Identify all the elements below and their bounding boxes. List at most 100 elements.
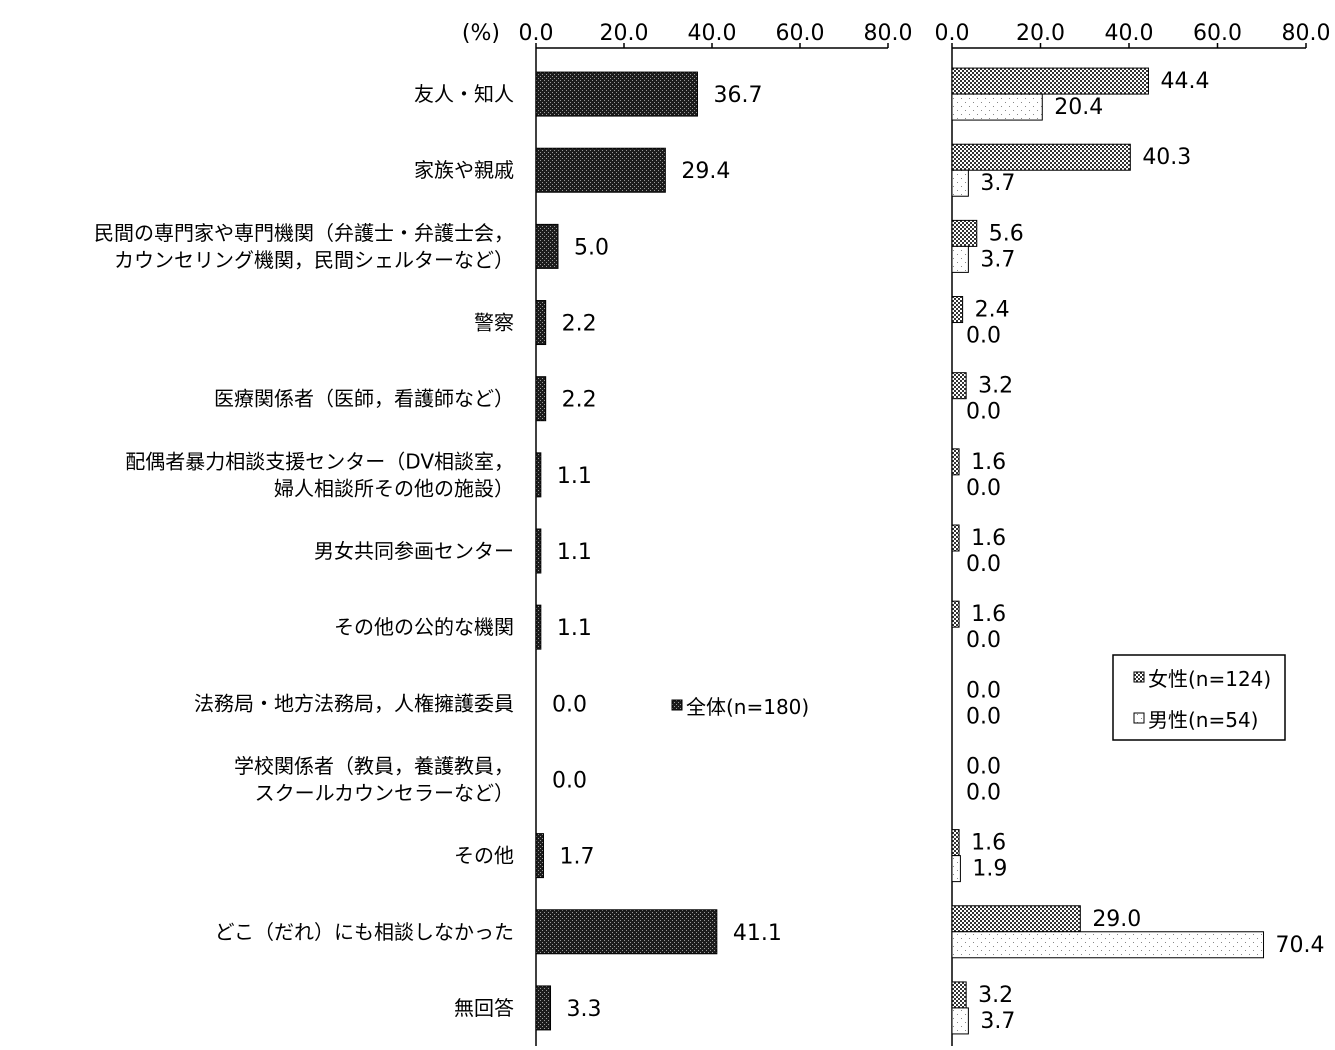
bar-female-value-label: 3.2 — [978, 374, 1013, 399]
left-bars: 36.7 29.4 5.0 2.2 2.2 1.1 1.1 1.1 0.0 0.0 1.7 41.1 3… — [535, 71, 782, 1031]
bar-total — [535, 833, 544, 879]
bar-male — [951, 855, 961, 883]
bar-female-value-label: 5.6 — [989, 221, 1024, 246]
bar-total-value-label: 36.7 — [713, 83, 762, 108]
bar-female — [951, 372, 967, 400]
bar-total-value-label: 5.0 — [574, 235, 609, 260]
legend-total-label: 全体(n=180) — [686, 695, 809, 719]
bar-female-value-label: 40.3 — [1142, 145, 1191, 170]
category-label: 警察 — [474, 311, 514, 335]
bar-total-value-label: 3.3 — [567, 997, 602, 1022]
category-label: 男女共同参画センター — [314, 539, 514, 563]
category-label: 医療関係者（医師，看護師など） — [214, 387, 514, 411]
left-tick-label: 20.0 — [600, 21, 649, 46]
bar-total-value-label: 1.1 — [557, 540, 592, 565]
bar-male-value-label: 0.0 — [966, 780, 1001, 805]
category-label: どこ（だれ）にも相談しなかった — [215, 920, 514, 944]
bar-total-value-label: 1.7 — [559, 845, 594, 870]
right-tick-label: 0.0 — [935, 21, 970, 46]
bar-female-value-label: 44.4 — [1160, 69, 1209, 94]
left-tick-label: 40.0 — [688, 21, 737, 46]
right-tick-label: 20.0 — [1016, 21, 1065, 46]
bar-total-value-label: 0.0 — [552, 692, 587, 717]
bar-male-value-label: 0.0 — [966, 552, 1001, 577]
category-label: その他の公的な機関 — [334, 615, 514, 639]
bar-male — [951, 931, 1265, 959]
bar-male — [951, 93, 1043, 121]
right-tick-label: 80.0 — [1282, 21, 1331, 46]
legend-female-swatch — [1133, 671, 1145, 683]
bar-total — [535, 452, 542, 498]
bar-female-value-label: 1.6 — [971, 450, 1006, 475]
bar-female — [951, 67, 1149, 95]
bar-total — [535, 376, 547, 422]
bar-female-value-label: 1.6 — [971, 602, 1006, 627]
bar-total-value-label: 0.0 — [552, 768, 587, 793]
legend-frame — [1112, 654, 1286, 741]
bar-male-value-label: 70.4 — [1276, 933, 1325, 958]
bar-female — [951, 829, 960, 857]
bar-female-value-label: 0.0 — [966, 678, 1001, 703]
bar-male-value-label: 20.4 — [1054, 95, 1103, 120]
bar-total-value-label: 29.4 — [681, 159, 730, 184]
right-axis: 0.0 20.0 40.0 60.0 80.0 — [935, 21, 1331, 1046]
category-label: 民間の専門家や専門機関（弁護士・弁護士会，カウンセリング機関，民間シェルターなど… — [94, 221, 514, 272]
bar-total — [535, 147, 666, 193]
category-label: その他 — [454, 844, 514, 868]
legend-total-swatch — [671, 699, 683, 711]
bar-male-value-label: 3.7 — [980, 247, 1015, 272]
bar-female-value-label: 2.4 — [975, 298, 1010, 323]
bar-female-value-label: 0.0 — [966, 754, 1001, 779]
category-label: 配偶者暴力相談支援センター（DV相談室，婦人相談所その他の施設） — [125, 449, 514, 500]
bar-female — [951, 905, 1081, 933]
bar-female-value-label: 29.0 — [1092, 907, 1141, 932]
left-axis: 0.0 20.0 40.0 60.0 80.0 — [519, 21, 912, 1046]
bar-total-value-label: 1.1 — [557, 616, 592, 641]
category-label: 学校関係者（教員，養護教員，スクールカウンセラーなど） — [234, 754, 514, 805]
bar-total — [535, 528, 542, 574]
bar-male — [951, 1007, 969, 1035]
bar-female-value-label: 3.2 — [978, 983, 1013, 1008]
bar-male-value-label: 1.9 — [972, 857, 1007, 882]
bar-total — [535, 909, 718, 955]
bar-female-value-label: 1.6 — [971, 526, 1006, 551]
bar-male-value-label: 0.0 — [966, 628, 1001, 653]
category-label: 無回答 — [454, 996, 514, 1020]
bar-male-value-label: 0.0 — [966, 324, 1001, 349]
bar-total-value-label: 2.2 — [562, 388, 597, 413]
bar-female-value-label: 1.6 — [971, 831, 1006, 856]
bar-female — [951, 524, 960, 552]
bar-total — [535, 300, 547, 346]
legend-male-swatch — [1133, 712, 1145, 724]
unit-label: (%) — [462, 21, 500, 46]
legend-male-label: 男性(n=54) — [1148, 708, 1259, 732]
bar-female — [951, 448, 960, 476]
left-tick-label: 0.0 — [519, 21, 554, 46]
bar-male-value-label: 0.0 — [966, 476, 1001, 501]
category-labels: 友人・知人家族や親戚民間の専門家や専門機関（弁護士・弁護士会，カウンセリング機関… — [94, 82, 514, 1020]
bar-total-value-label: 1.1 — [557, 464, 592, 489]
right-tick-label: 40.0 — [1105, 21, 1154, 46]
category-label: 家族や親戚 — [414, 158, 514, 182]
bar-female — [951, 600, 960, 628]
bar-total — [535, 223, 559, 269]
bar-total-value-label: 2.2 — [562, 312, 597, 337]
left-tick-label: 60.0 — [776, 21, 825, 46]
category-label: 友人・知人 — [414, 82, 514, 106]
bar-male-value-label: 0.0 — [966, 400, 1001, 425]
bar-total — [535, 985, 552, 1031]
bar-male-value-label: 3.7 — [980, 171, 1015, 196]
legend-female-label: 女性(n=124) — [1148, 667, 1271, 691]
bar-male — [951, 169, 969, 197]
bar-total-value-label: 41.1 — [733, 921, 782, 946]
bar-male — [951, 245, 969, 273]
right-bars: 44.440.35.62.43.21.61.61.60.00.01.629.03… — [951, 67, 1325, 1035]
category-label: 法務局・地方法務局，人権擁護委員 — [194, 691, 514, 715]
bar-total — [535, 71, 698, 117]
bar-female — [951, 981, 967, 1009]
bar-total — [535, 604, 542, 650]
bar-female — [951, 296, 964, 324]
bar-male-value-label: 3.7 — [980, 1009, 1015, 1034]
bar-female — [951, 143, 1131, 171]
